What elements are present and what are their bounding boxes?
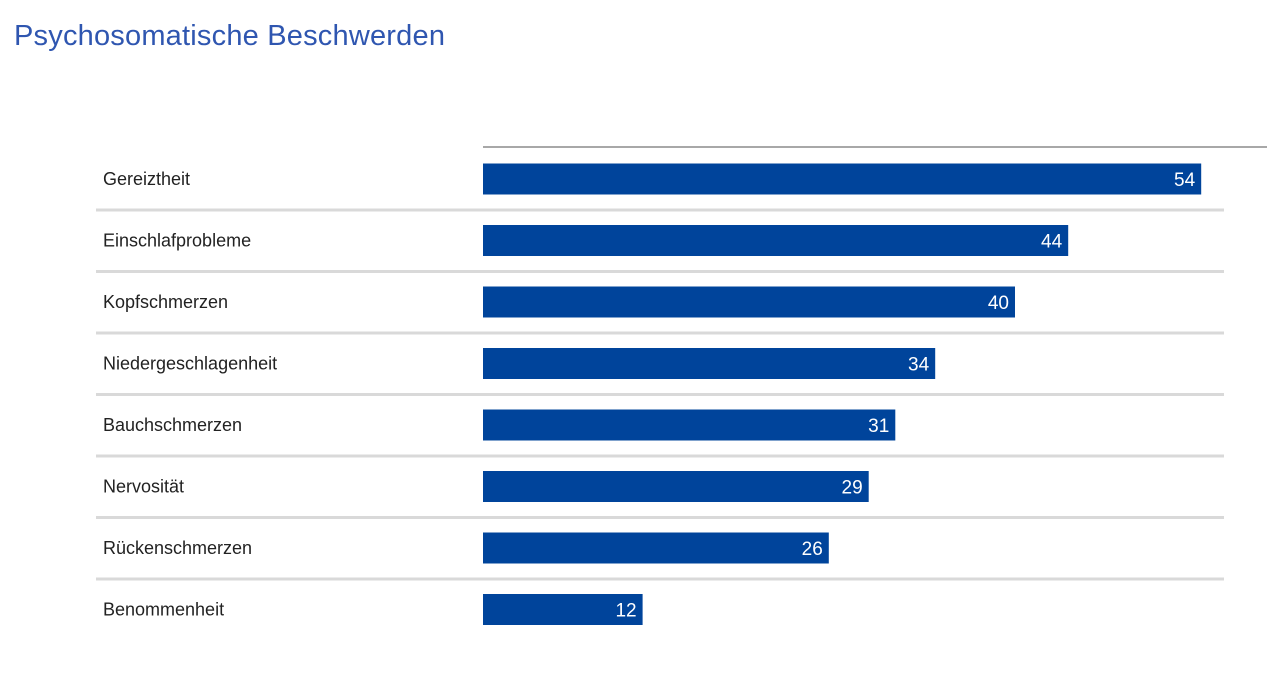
category-label: Nervosität [103, 477, 184, 497]
bar-5 [483, 409, 896, 441]
category-label: Niedergeschlagenheit [103, 354, 277, 374]
bar-8 [483, 594, 643, 625]
value-label: 40 [988, 293, 1009, 314]
category-label: Rückenschmerzen [103, 538, 252, 558]
value-label: 34 [908, 355, 930, 376]
value-label: 29 [842, 478, 863, 499]
value-label: 31 [868, 416, 889, 437]
category-label: Bauchschmerzen [103, 415, 242, 435]
bars [483, 163, 1202, 625]
value-label: 54 [1174, 170, 1196, 191]
category-label: Kopfschmerzen [103, 292, 228, 312]
value-label: 12 [615, 601, 636, 622]
bar-4 [483, 348, 936, 379]
category-label: Einschlafprobleme [103, 231, 251, 251]
chart-title: Psychosomatische Beschwerden [14, 20, 446, 52]
category-label: Gereiztheit [103, 169, 190, 189]
value-label: 44 [1041, 232, 1063, 253]
row-separators [96, 208, 1224, 581]
bar-2 [483, 225, 1069, 256]
value-label: 26 [802, 539, 823, 560]
category-labels: Gereiztheit Einschlafprobleme Kopfschmerze… [103, 169, 277, 620]
bar-6 [483, 471, 869, 502]
value-labels: 54 44 40 34 31 29 26 12 [615, 170, 1195, 622]
bar-3 [483, 286, 1015, 318]
bar-7 [483, 532, 829, 564]
bar-1 [483, 163, 1202, 195]
category-label: Benommenheit [103, 600, 224, 620]
